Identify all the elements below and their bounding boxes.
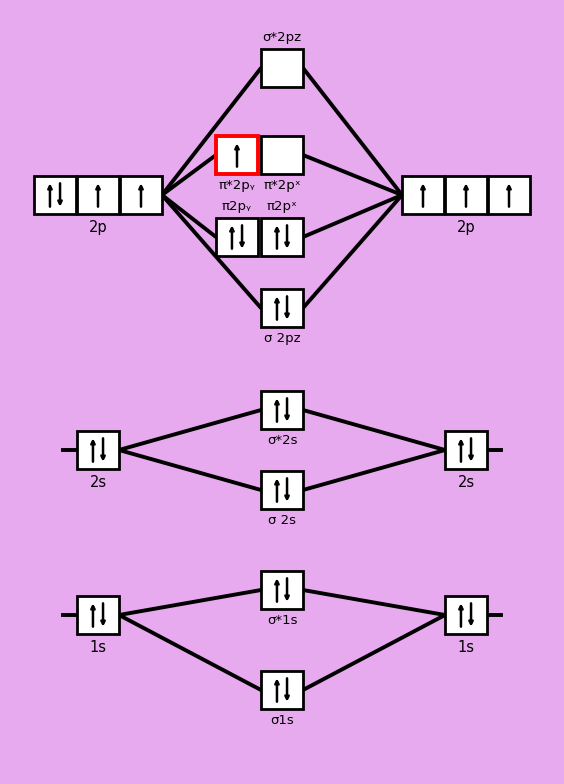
Text: π2pᵧ: π2pᵧ: [222, 200, 252, 213]
Bar: [261, 671, 303, 709]
Text: 1s: 1s: [90, 640, 107, 655]
Bar: [77, 176, 119, 214]
Bar: [261, 571, 303, 609]
Text: σ1s: σ1s: [270, 714, 294, 727]
Bar: [445, 431, 487, 469]
Bar: [77, 596, 119, 634]
Text: σ 2pz: σ 2pz: [264, 332, 300, 345]
Text: π2pˣ: π2pˣ: [267, 200, 297, 213]
Bar: [445, 176, 487, 214]
Bar: [261, 218, 303, 256]
Bar: [488, 176, 530, 214]
Bar: [216, 218, 258, 256]
Text: 2p: 2p: [89, 220, 107, 235]
Text: π*2pˣ: π*2pˣ: [263, 179, 301, 192]
Bar: [261, 471, 303, 509]
Bar: [77, 431, 119, 469]
Text: σ*1s: σ*1s: [267, 614, 297, 627]
Text: 2s: 2s: [90, 475, 107, 490]
Bar: [34, 176, 76, 214]
Text: 2p: 2p: [457, 220, 475, 235]
Bar: [261, 289, 303, 327]
Bar: [261, 136, 303, 174]
Bar: [261, 391, 303, 429]
Text: π*2pᵧ: π*2pᵧ: [219, 179, 255, 192]
Bar: [216, 136, 258, 174]
Text: σ*2s: σ*2s: [267, 434, 297, 447]
Text: 2s: 2s: [457, 475, 474, 490]
Text: 1s: 1s: [457, 640, 474, 655]
Bar: [402, 176, 444, 214]
Bar: [445, 596, 487, 634]
Text: σ*2pz: σ*2pz: [262, 31, 302, 44]
Bar: [261, 49, 303, 87]
Bar: [120, 176, 162, 214]
Text: σ 2s: σ 2s: [268, 514, 296, 527]
